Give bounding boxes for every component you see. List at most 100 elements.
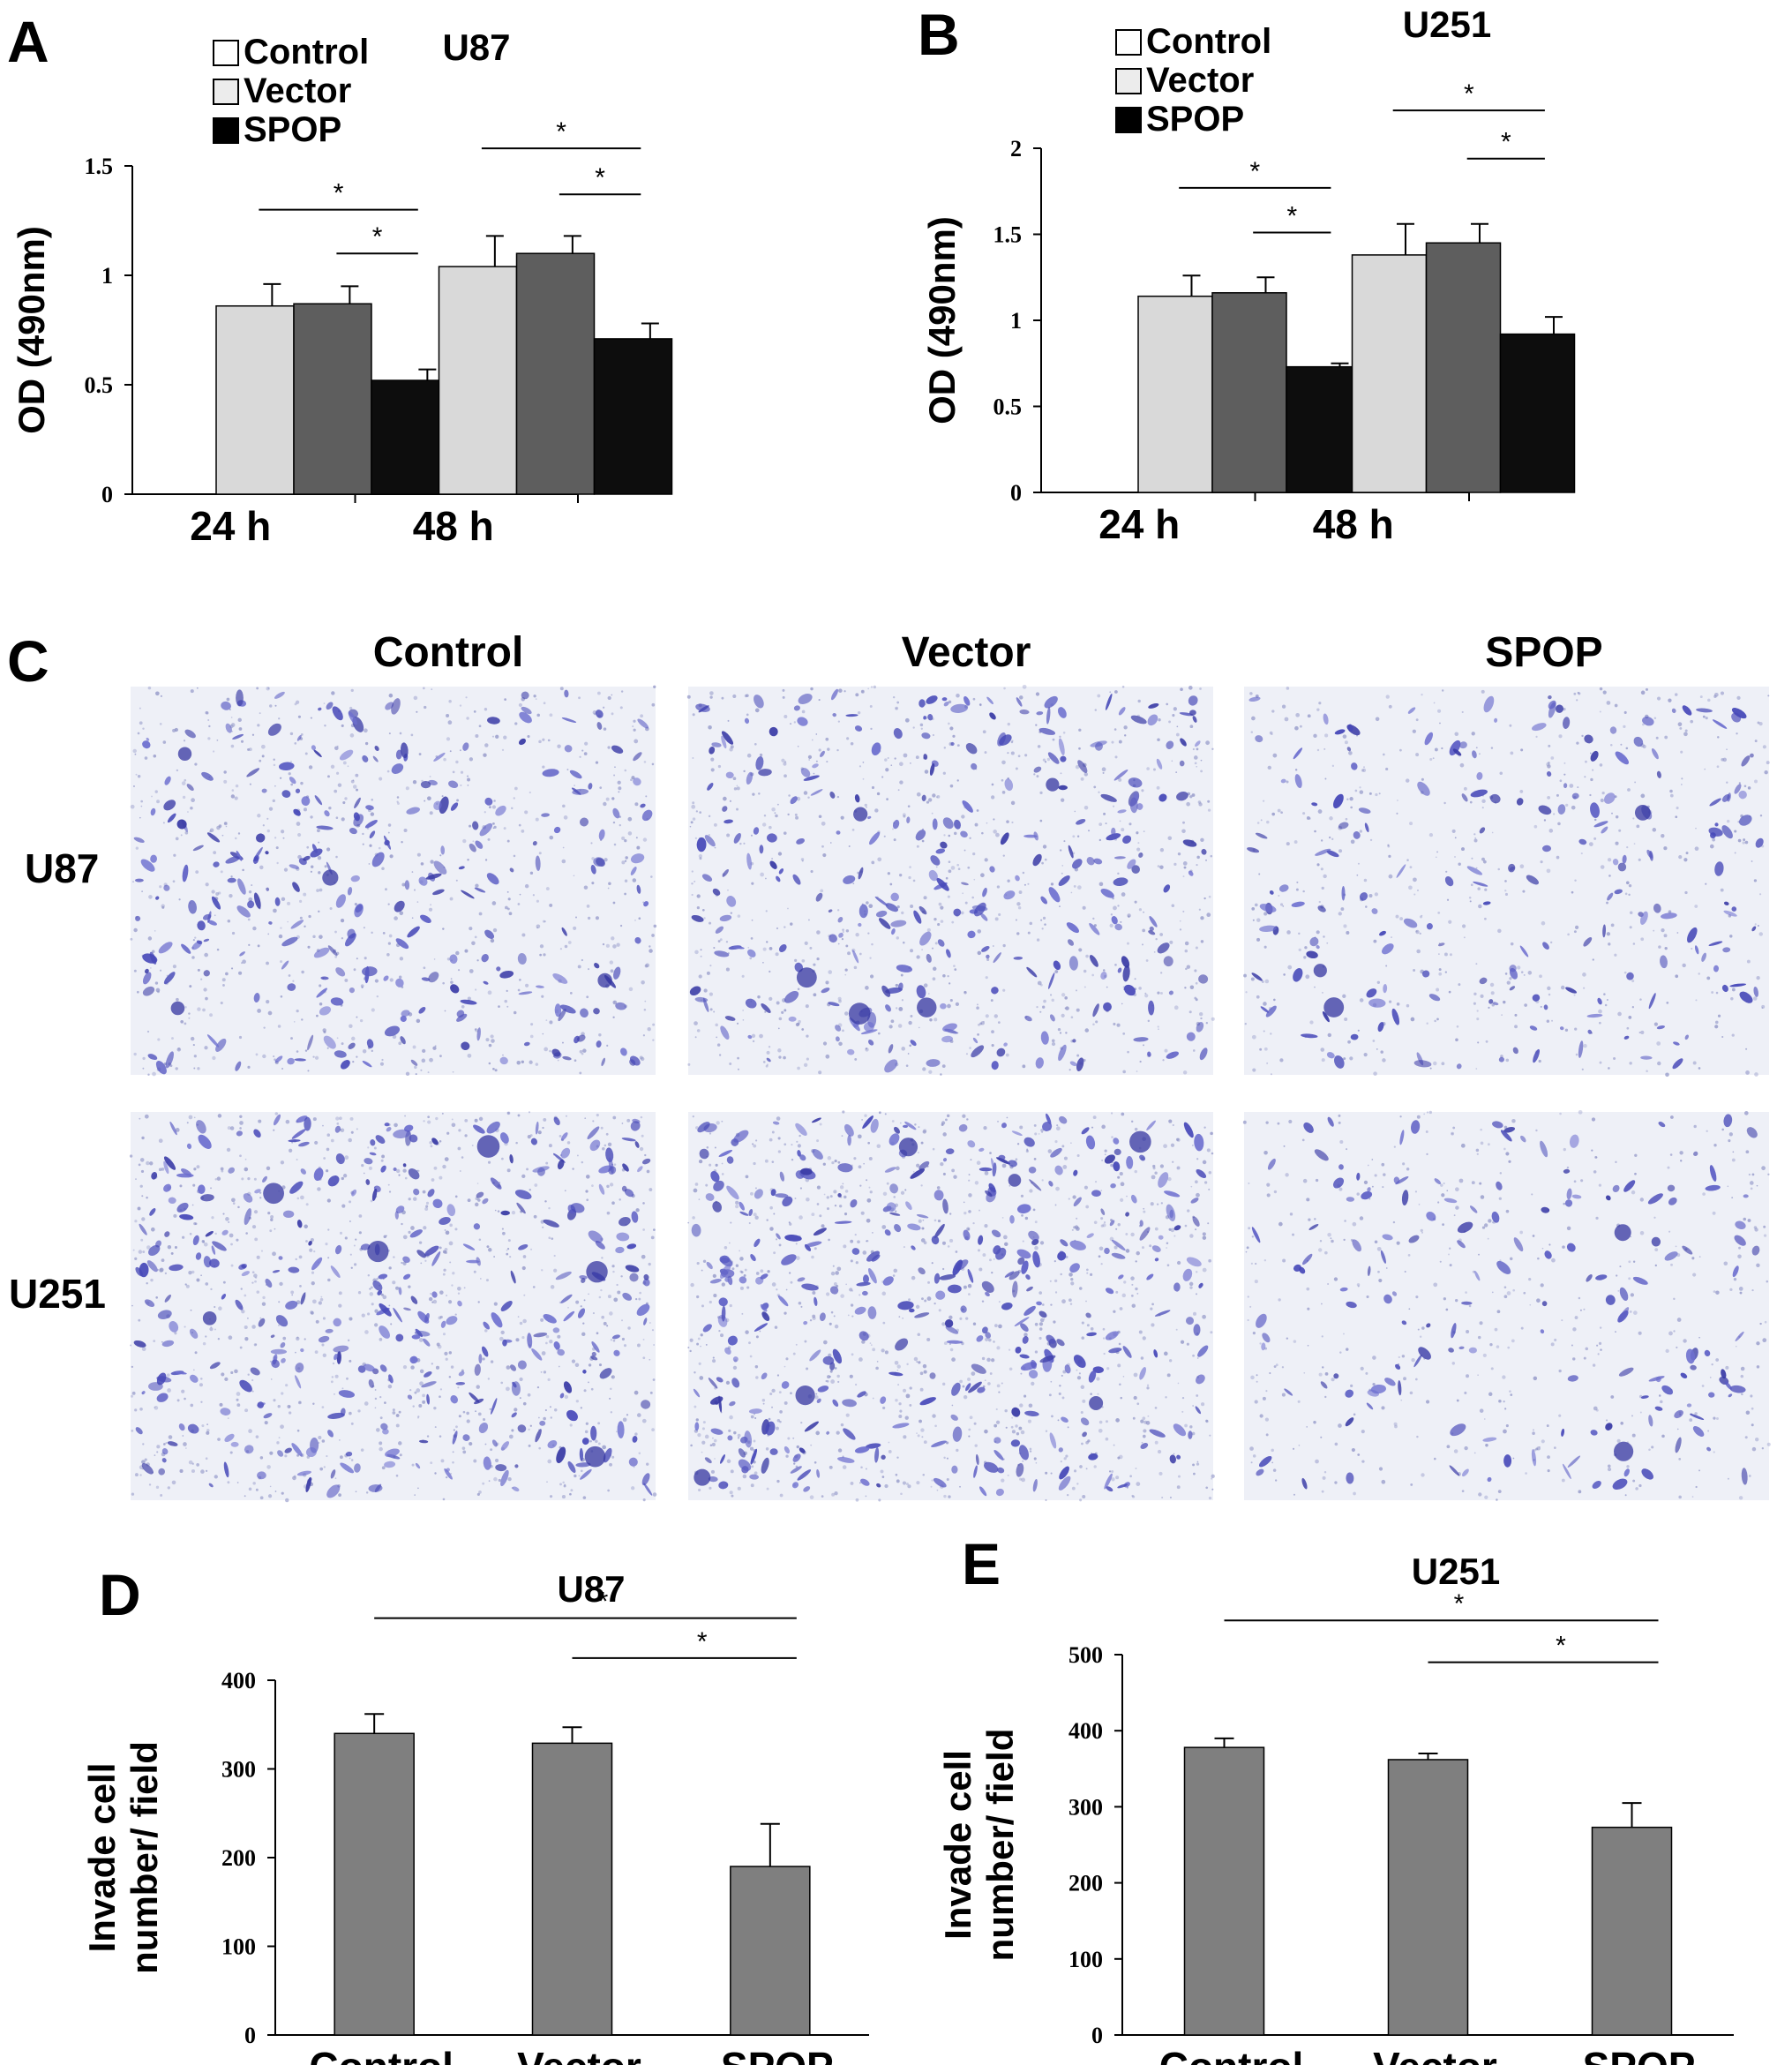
speckle bbox=[1087, 1439, 1091, 1443]
speckle bbox=[1021, 1214, 1023, 1217]
speckle bbox=[620, 690, 624, 693]
speckle bbox=[1119, 1307, 1123, 1310]
speckle bbox=[401, 1261, 403, 1265]
stained-cluster bbox=[202, 1311, 217, 1325]
speckle bbox=[714, 846, 716, 849]
speckle bbox=[304, 1049, 308, 1052]
speckle bbox=[607, 1142, 612, 1147]
speckle bbox=[279, 1281, 283, 1287]
stained-cell bbox=[355, 904, 364, 913]
speckle bbox=[1072, 1195, 1076, 1199]
speckle bbox=[403, 828, 408, 832]
speckle bbox=[1098, 1246, 1104, 1251]
speckle bbox=[1211, 1017, 1215, 1021]
speckle bbox=[1007, 722, 1010, 726]
stained-cell bbox=[553, 1116, 560, 1126]
speckle bbox=[1093, 785, 1097, 789]
stained-cell bbox=[1180, 738, 1187, 747]
stained-cell bbox=[1195, 740, 1201, 747]
stained-cell bbox=[333, 1345, 349, 1353]
speckle bbox=[550, 1416, 553, 1419]
speckle bbox=[191, 798, 195, 803]
speckle bbox=[758, 792, 761, 795]
speckle bbox=[1157, 865, 1160, 868]
speckle bbox=[289, 732, 294, 736]
stained-cell bbox=[1188, 870, 1194, 876]
stained-cell bbox=[364, 820, 378, 829]
speckle bbox=[1202, 1235, 1207, 1240]
speckle bbox=[612, 821, 616, 824]
stained-cell bbox=[175, 1371, 187, 1375]
speckle bbox=[1277, 808, 1281, 813]
speckle bbox=[764, 1159, 769, 1163]
speckle bbox=[342, 800, 346, 805]
speckle bbox=[716, 1036, 718, 1039]
speckle bbox=[783, 831, 787, 835]
speckle bbox=[844, 1195, 847, 1199]
speckle bbox=[206, 1423, 208, 1425]
speckle bbox=[1017, 755, 1021, 758]
speckle bbox=[517, 988, 521, 992]
speckle bbox=[597, 1442, 601, 1446]
speckle bbox=[1179, 920, 1181, 922]
speckle bbox=[1263, 912, 1268, 916]
speckle bbox=[295, 1258, 297, 1261]
speckle bbox=[248, 1487, 252, 1491]
speckle bbox=[1033, 1457, 1037, 1461]
speckle bbox=[1007, 752, 1009, 755]
speckle bbox=[936, 1489, 939, 1491]
stained-cell bbox=[439, 796, 449, 815]
speckle bbox=[1396, 1002, 1400, 1006]
speckle bbox=[1001, 1382, 1003, 1385]
stained-cell bbox=[393, 1307, 402, 1323]
speckle bbox=[1200, 940, 1204, 943]
speckle bbox=[815, 733, 818, 735]
speckle bbox=[933, 1219, 937, 1222]
stained-cell bbox=[311, 745, 316, 751]
stained-cell bbox=[424, 1370, 432, 1378]
stained-cell bbox=[829, 791, 836, 799]
speckle bbox=[621, 836, 626, 840]
speckle bbox=[389, 978, 394, 982]
speckle bbox=[234, 1369, 238, 1374]
speckle bbox=[272, 799, 275, 803]
speckle bbox=[1316, 930, 1320, 935]
speckle bbox=[626, 1414, 629, 1416]
speckle bbox=[696, 906, 700, 910]
speckle bbox=[1115, 1418, 1120, 1423]
speckle bbox=[956, 863, 960, 867]
stained-cell bbox=[140, 859, 155, 872]
speckle bbox=[972, 852, 976, 856]
speckle bbox=[1004, 1242, 1008, 1247]
stained-cell bbox=[621, 1138, 636, 1142]
stained-cell bbox=[301, 796, 311, 807]
speckle bbox=[1150, 1202, 1154, 1206]
speckle bbox=[300, 732, 304, 736]
speckle bbox=[1346, 931, 1350, 935]
stained-cell bbox=[450, 1395, 458, 1404]
speckle bbox=[1173, 1235, 1176, 1237]
stained-cell bbox=[318, 1335, 330, 1343]
stained-cell bbox=[926, 953, 932, 963]
speckle bbox=[1454, 732, 1459, 737]
speckle bbox=[935, 866, 938, 868]
speckle bbox=[356, 1128, 358, 1130]
speckle bbox=[713, 1438, 717, 1443]
speckle bbox=[592, 1120, 595, 1123]
stained-cell bbox=[941, 697, 948, 702]
speckle bbox=[184, 1397, 186, 1400]
speckle bbox=[784, 1009, 787, 1012]
speckle bbox=[320, 1295, 323, 1298]
speckle bbox=[319, 1002, 323, 1006]
stained-cell bbox=[262, 1175, 267, 1183]
speckle bbox=[296, 1197, 300, 1200]
speckle bbox=[311, 1271, 315, 1274]
speckle bbox=[209, 828, 214, 833]
speckle bbox=[190, 689, 194, 694]
stained-cell bbox=[1476, 771, 1483, 780]
speckle bbox=[464, 1118, 469, 1123]
speckle bbox=[847, 1314, 850, 1317]
stained-cell bbox=[554, 1003, 562, 1017]
speckle bbox=[634, 919, 636, 921]
speckle bbox=[601, 1315, 605, 1319]
